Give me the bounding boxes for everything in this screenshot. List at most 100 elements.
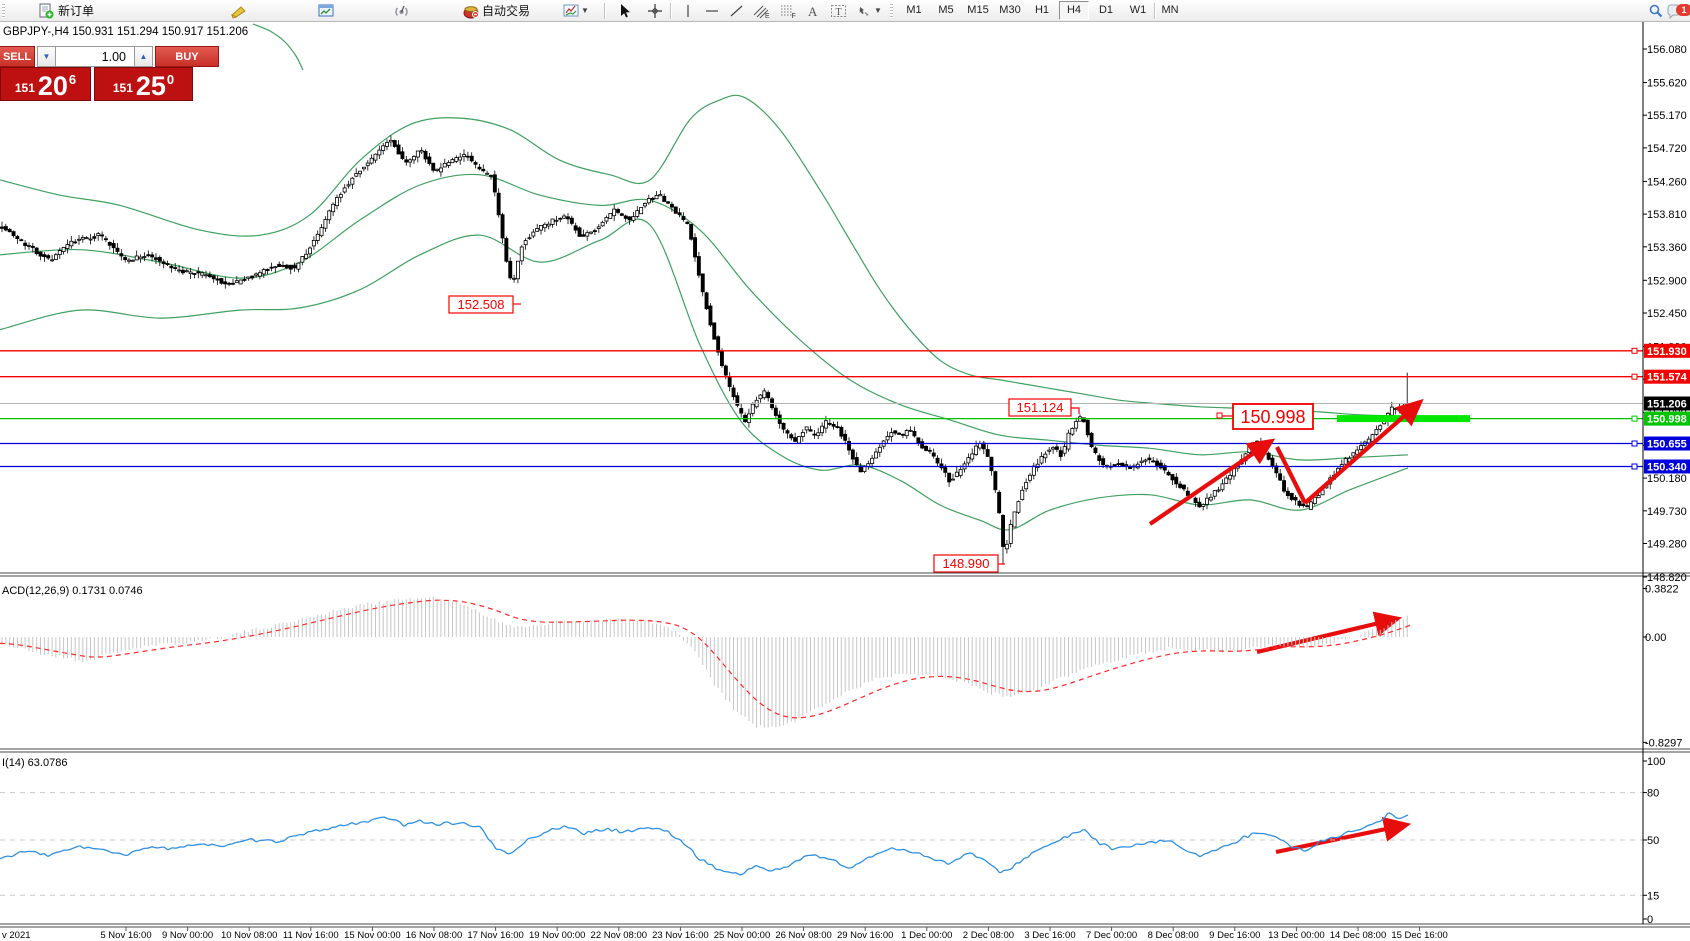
bollinger-bands (0, 23, 1409, 531)
svg-text:8 Dec 08:00: 8 Dec 08:00 (1148, 930, 1199, 941)
svg-text:A: A (808, 4, 818, 19)
sell-price-main: 151 (14, 81, 35, 95)
toolbar-separator (670, 0, 671, 21)
tab-timeframe-mn[interactable]: MN (1161, 4, 1179, 16)
svg-text:150.655: 150.655 (1647, 439, 1687, 451)
svg-text:152.508: 152.508 (458, 297, 505, 312)
crayon-button[interactable] (230, 0, 246, 21)
channel-tool[interactable]: E (753, 0, 770, 21)
tab-timeframe-m5[interactable]: M5 (938, 4, 954, 16)
svg-text:153.810: 153.810 (1647, 209, 1687, 221)
search-button[interactable] (1648, 0, 1664, 21)
arrows-icon (856, 3, 872, 19)
hline-icon (704, 3, 720, 19)
vline-tool[interactable] (681, 0, 697, 21)
label-icon: T (830, 3, 846, 19)
autotrading-button[interactable]: 自动交易 (462, 0, 530, 21)
svg-text:23 Nov 16:00: 23 Nov 16:00 (652, 930, 709, 941)
svg-text:154.720: 154.720 (1647, 143, 1687, 155)
rsi-indicator-label: I(14) 63.0786 (2, 757, 68, 769)
price-axis[interactable]: 156.080 155.620 155.170 154.720 154.260 153.8… (1643, 44, 1690, 926)
svg-text:151.206: 151.206 (1647, 399, 1687, 411)
svg-text:10 Nov 08:00: 10 Nov 08:00 (221, 930, 278, 941)
label-tool[interactable]: T (830, 0, 846, 21)
signal-button[interactable] (393, 0, 409, 21)
svg-text:156.080: 156.080 (1647, 44, 1687, 56)
time-axis[interactable]: v 2021 5 Nov 16:00 9 Nov 00:00 10 Nov 08:00… (2, 927, 1448, 941)
crosshair-icon (647, 3, 663, 19)
svg-text:E: E (765, 13, 770, 19)
main-toolbar: 新订单 自动交易 ▼ (0, 0, 1690, 22)
macd-indicator-label: ACD(12,26,9) 0.1731 0.0746 (2, 585, 143, 597)
signal-icon (393, 3, 409, 19)
svg-text:25 Nov 00:00: 25 Nov 00:00 (714, 930, 771, 941)
symbol-header: GBPJPY-,H4 150.931 151.294 150.917 151.2… (3, 26, 249, 38)
trendline-icon (729, 3, 745, 19)
text-tool[interactable]: A (806, 0, 822, 21)
tab-timeframe-m15[interactable]: M15 (967, 4, 989, 16)
svg-text:0: 0 (1647, 914, 1653, 926)
auto-trading-label: 自动交易 (482, 4, 531, 18)
new-order-label: 新订单 (58, 4, 95, 18)
rsi-line (0, 812, 1409, 876)
tab-timeframe-w1[interactable]: W1 (1129, 4, 1147, 16)
fibonacci-icon: F (779, 3, 796, 19)
toolbar-separator (1154, 0, 1155, 21)
chevron-down-icon[interactable]: ▼ (581, 6, 589, 15)
tab-timeframe-h1[interactable]: H1 (1034, 4, 1050, 16)
cursor-tool[interactable] (618, 0, 634, 21)
timeframe-toolbar: M1 M5 M15 M30 H1 H4 D1 W1 MN (898, 0, 1186, 21)
svg-text:29 Nov 16:00: 29 Nov 16:00 (837, 930, 894, 941)
svg-text:2 Dec 08:00: 2 Dec 08:00 (963, 930, 1014, 941)
svg-text:9 Nov 00:00: 9 Nov 00:00 (162, 930, 213, 941)
svg-text:0.00: 0.00 (1645, 632, 1666, 644)
new-order-icon (38, 3, 54, 19)
svg-text:13 Dec 00:00: 13 Dec 00:00 (1268, 930, 1325, 941)
sell-price-box[interactable]: 151 20 6 (0, 67, 91, 101)
volume-increase-button[interactable]: ▲ (134, 46, 153, 67)
buy-button[interactable]: BUY (155, 46, 219, 67)
toolbar-grip (2, 0, 5, 21)
sell-price-pips: 20 (37, 71, 68, 101)
fibonacci-tool[interactable]: F (779, 0, 796, 21)
volume-input[interactable] (56, 46, 134, 67)
arrows-tool[interactable]: ▼ (856, 0, 882, 21)
sell-button[interactable]: SELL (0, 46, 35, 67)
price-annotations[interactable]: 152.508 151.124 150.998 148.990 (448, 295, 1314, 573)
hline-tool[interactable] (704, 0, 720, 21)
svg-text:22 Nov 08:00: 22 Nov 08:00 (591, 930, 648, 941)
notification-badge: 1 (1676, 3, 1690, 16)
volume-decrease-button[interactable]: ▼ (37, 46, 56, 67)
svg-text:154.260: 154.260 (1647, 176, 1687, 188)
tab-timeframe-d1[interactable]: D1 (1098, 4, 1114, 16)
svg-text:151.124: 151.124 (1017, 400, 1064, 415)
svg-text:155.170: 155.170 (1647, 110, 1687, 122)
tab-timeframe-h4[interactable]: H4 (1059, 1, 1089, 20)
channel-icon: E (753, 3, 770, 19)
svg-text:151.574: 151.574 (1647, 372, 1688, 384)
templates-button[interactable]: ▼ (563, 0, 589, 21)
tab-timeframe-m30[interactable]: M30 (999, 4, 1021, 16)
trendline-tool[interactable] (729, 0, 745, 21)
buy-price-main: 151 (112, 81, 133, 95)
notifications-button[interactable]: 1 (1666, 0, 1690, 21)
svg-text:15 Dec 16:00: 15 Dec 16:00 (1391, 930, 1448, 941)
buy-price-box[interactable]: 151 25 0 (94, 67, 193, 101)
chevron-down-icon[interactable]: ▼ (874, 6, 882, 15)
svg-text:149.730: 149.730 (1647, 506, 1687, 518)
tab-timeframe-m1[interactable]: M1 (906, 4, 922, 16)
crosshair-tool[interactable] (647, 0, 663, 21)
toolbar-grip (890, 0, 893, 21)
new-order-button[interactable]: 新订单 (38, 0, 94, 21)
svg-text:150.998: 150.998 (1647, 414, 1687, 426)
buy-price-pips: 25 (135, 71, 166, 101)
svg-text:153.360: 153.360 (1647, 242, 1687, 254)
chart-window-icon (318, 3, 334, 19)
svg-text:15: 15 (1647, 890, 1659, 902)
svg-text:-0.8297: -0.8297 (1645, 737, 1682, 749)
svg-text:80: 80 (1647, 788, 1659, 800)
trend-arrows[interactable] (1148, 398, 1424, 855)
svg-text:19 Nov 00:00: 19 Nov 00:00 (529, 930, 586, 941)
chart-window-button[interactable] (318, 0, 334, 21)
